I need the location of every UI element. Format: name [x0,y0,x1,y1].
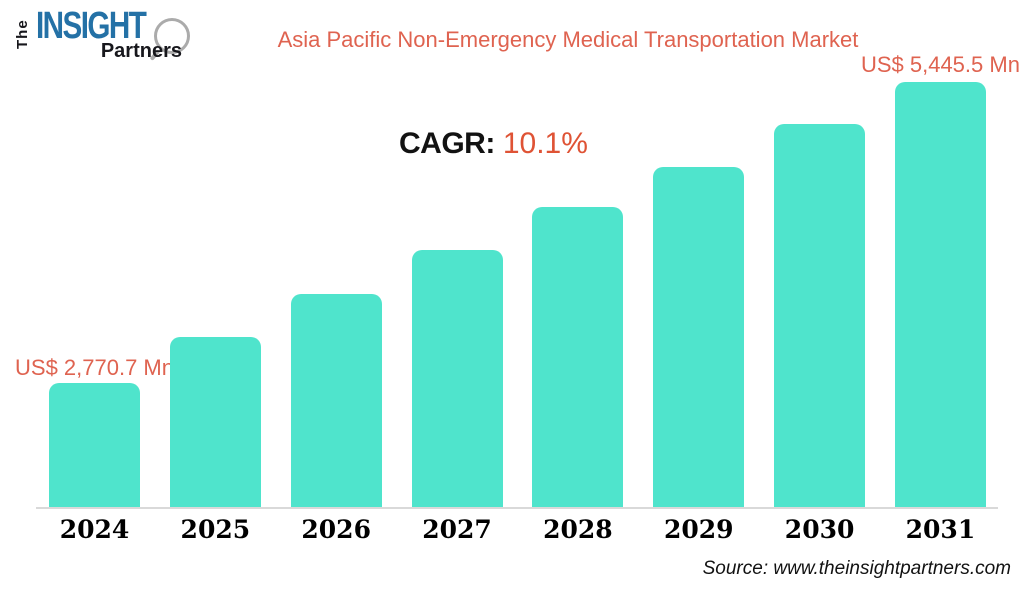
x-label-2031: 2031 [905,515,976,544]
cagr-annotation: CAGR: 10.1% [399,127,588,161]
source-attribution: Source: www.theinsightpartners.com [702,558,1011,579]
bar-2025 [169,337,261,508]
logo-partners-text: Partners [100,40,182,62]
logo-body: INSIGHT Partners [36,5,182,62]
cagr-value: 10.1% [502,127,588,160]
bar-2029 [653,167,745,508]
bar-2027 [411,250,503,508]
x-axis-line [36,507,998,509]
x-label-2024: 2024 [59,515,130,544]
insight-partners-logo: The INSIGHT Partners [14,5,204,74]
value-label-2024: US$ 2,770.7 Mn [15,355,174,380]
bar-2031 [894,82,986,508]
bar-2026 [290,294,382,508]
x-label-2030: 2030 [784,515,855,544]
x-label-2025: 2025 [180,515,251,544]
cagr-label: CAGR: [399,127,495,160]
magnifier-icon [154,18,190,54]
chart-title: Asia Pacific Non-Emergency Medical Trans… [277,27,859,52]
bar-2024 [49,383,140,508]
x-label-2029: 2029 [663,515,734,544]
x-label-2028: 2028 [543,515,613,544]
bar-2028 [532,207,624,508]
logo-the-text: The [14,19,31,49]
bar-2030 [774,124,866,508]
logo-insight-text: INSIGHT [36,5,147,47]
x-label-2027: 2027 [422,515,492,544]
x-label-2026: 2026 [301,515,371,544]
value-label-2031: US$ 5,445.5 Mn [860,52,1020,77]
